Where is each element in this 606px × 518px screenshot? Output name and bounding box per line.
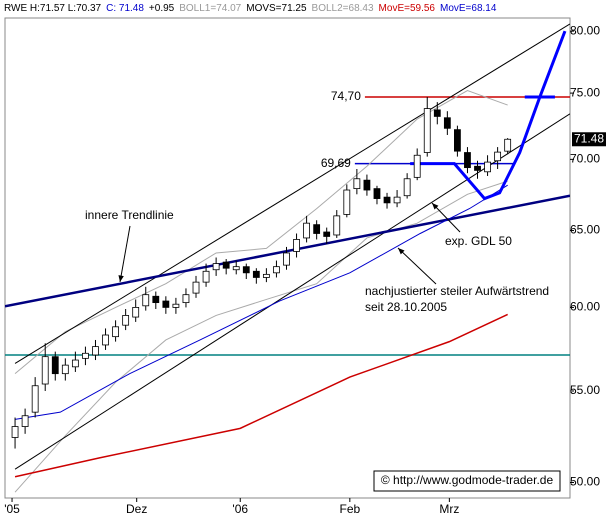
candle-body — [162, 300, 170, 308]
candle-body — [51, 356, 59, 375]
x-tick-label: '06 — [232, 502, 248, 516]
candle-body — [242, 266, 250, 274]
candle-body — [152, 295, 160, 304]
candle-body — [41, 356, 49, 385]
arrow-head — [432, 203, 439, 210]
header-item: MOVS=71.25 — [246, 3, 307, 14]
copyright-box — [373, 470, 561, 492]
candle-body — [182, 294, 190, 304]
candle-body — [454, 129, 461, 152]
candle-body — [283, 252, 290, 266]
overlay-line — [5, 194, 570, 308]
header-item: RWE H:71.57 L:70.37 — [4, 3, 102, 14]
candle-body — [273, 266, 280, 274]
y-tick-label: 80.00 — [570, 23, 600, 37]
candle-body — [343, 189, 351, 215]
plot — [5, 23, 570, 493]
x-tick-label: Mrz — [439, 502, 459, 516]
overlay-line — [14, 184, 508, 420]
price-label: 71.48 — [574, 131, 604, 145]
y-tick-label: 65.00 — [570, 223, 600, 237]
y-tick-label: 70.00 — [570, 152, 600, 166]
candle-body — [82, 352, 89, 359]
candle-body — [102, 334, 109, 346]
candle-body — [262, 273, 270, 278]
annotation: innere Trendlinie — [85, 208, 174, 222]
candle-body — [112, 326, 119, 338]
candle-body — [363, 179, 371, 191]
candle-body — [323, 231, 331, 237]
level-label: 69,69 — [321, 156, 351, 170]
candle-body — [464, 152, 471, 169]
header: RWE H:71.57 L:70.37 C: 71.48 +0.95 BOLL1=74… — [4, 3, 497, 14]
candle-body — [31, 385, 39, 413]
candle-body — [433, 109, 441, 117]
header-item: +0.95 — [149, 3, 175, 14]
header-item: MovE=59.56 — [379, 3, 436, 14]
candle-body — [504, 138, 512, 152]
annotation: seit 28.10.2005 — [365, 300, 447, 314]
x-tick-label: Dez — [126, 502, 147, 516]
copyright: © http://www.godmode-trader.de — [381, 473, 554, 487]
candle-body — [373, 188, 381, 199]
x-tick-label: '05 — [4, 502, 20, 516]
arrow-head — [118, 275, 124, 282]
arrow — [431, 202, 461, 233]
candle-body — [122, 315, 130, 326]
candle-body — [313, 224, 321, 234]
annotation: nachjustierter steiler Aufwärtstrend — [365, 284, 549, 298]
candle-body — [172, 303, 180, 308]
arrow-head — [398, 248, 405, 255]
header-item: MovE=68.14 — [440, 3, 497, 14]
overlay-line — [14, 23, 570, 364]
candle-body — [333, 215, 341, 236]
candle-body — [212, 263, 220, 271]
y-tick-label: 50.00 — [570, 475, 600, 489]
candle-body — [383, 196, 391, 204]
candle-body — [403, 178, 411, 197]
candle-body — [484, 161, 491, 173]
level-label: 74,70 — [331, 89, 361, 103]
candle-body — [202, 270, 210, 283]
axes: 50.00 55.00 60.00 65.00 70.00 75.00 80.00 '05 De… — [4, 23, 606, 516]
header-item: C: 71.48 — [106, 3, 144, 14]
candle-body — [92, 346, 99, 356]
candle-body — [192, 281, 200, 294]
candle-body — [494, 151, 502, 162]
x-tick-label: Feb — [339, 502, 360, 516]
candle-body — [21, 415, 29, 427]
annotation: exp. GDL 50 — [445, 234, 512, 248]
header-item: BOLL2=68.43 — [312, 3, 374, 14]
overlay-line — [14, 313, 508, 478]
candle-body — [142, 294, 150, 307]
candle-body — [423, 108, 431, 153]
candle-body — [443, 117, 451, 129]
candle-body — [61, 364, 69, 375]
candle-body — [11, 426, 19, 438]
candle-body — [71, 359, 79, 368]
candle-body — [393, 196, 401, 204]
price-box — [572, 132, 606, 147]
arrow — [397, 247, 437, 285]
candle-body — [293, 239, 300, 252]
candle-body — [413, 154, 421, 178]
candle-body — [222, 261, 230, 269]
y-tick-label: 55.00 — [570, 383, 600, 397]
candle-body — [353, 178, 361, 190]
arrow — [119, 225, 131, 283]
y-tick-label: 75.00 — [570, 85, 600, 99]
candle-body — [303, 222, 311, 239]
header-item: BOLL1=74.07 — [179, 3, 241, 14]
candle-body — [474, 165, 481, 171]
overlay-line — [14, 180, 508, 493]
candle-body — [232, 266, 240, 271]
y-tick-label: 60.00 — [570, 300, 600, 314]
candle-body — [252, 270, 260, 278]
candle-body — [132, 307, 140, 318]
